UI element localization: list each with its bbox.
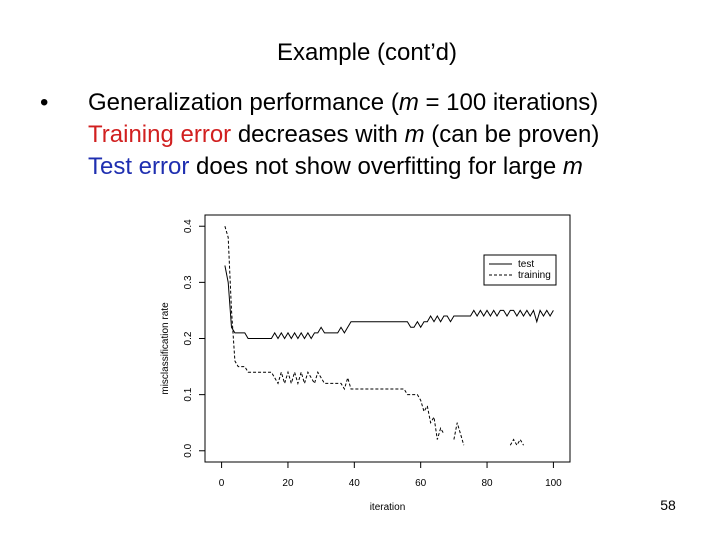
x-tick-label: 20: [282, 478, 294, 489]
text-run: m: [563, 153, 583, 180]
bullet-marker: •: [40, 89, 48, 116]
bullet-line: Test error does not show overfitting for…: [88, 153, 583, 180]
x-tick-label: 100: [545, 478, 562, 489]
y-tick-label: 0.4: [183, 219, 194, 233]
slide-title: Example (cont’d): [277, 39, 457, 66]
text-run: Training error: [88, 121, 231, 148]
text-run: m: [399, 89, 419, 116]
x-tick-label: 80: [481, 478, 493, 489]
x-tick-label: 40: [349, 478, 361, 489]
legend-box: [483, 254, 557, 286]
text-run: does not show overfitting for large: [189, 153, 563, 180]
text-run: m: [405, 121, 425, 148]
page-number: 58: [660, 497, 676, 513]
legend-label: training: [518, 270, 551, 281]
legend-label: test: [518, 259, 534, 270]
y-tick-label: 0.2: [183, 331, 194, 345]
series-line: [224, 226, 524, 447]
bullet-line: Training error decreases with m (can be …: [88, 121, 599, 148]
series-line: [224, 265, 554, 340]
text-run: Generalization performance (: [88, 89, 399, 116]
y-tick-label: 0.0: [183, 443, 194, 457]
bullet-line: Generalization performance (m = 100 iter…: [88, 89, 598, 116]
x-tick-label: 60: [415, 478, 427, 489]
x-tick-label: 0: [219, 478, 225, 489]
y-tick-label: 0.1: [183, 387, 194, 401]
text-run: Test error: [88, 153, 189, 180]
text-run: decreases with: [231, 121, 404, 148]
text-run: (can be proven): [425, 121, 600, 148]
y-axis-label: misclassification rate: [160, 302, 171, 395]
text-run: = 100 iterations): [419, 89, 598, 116]
y-tick-label: 0.3: [183, 275, 194, 289]
x-axis-label: iteration: [370, 502, 406, 513]
